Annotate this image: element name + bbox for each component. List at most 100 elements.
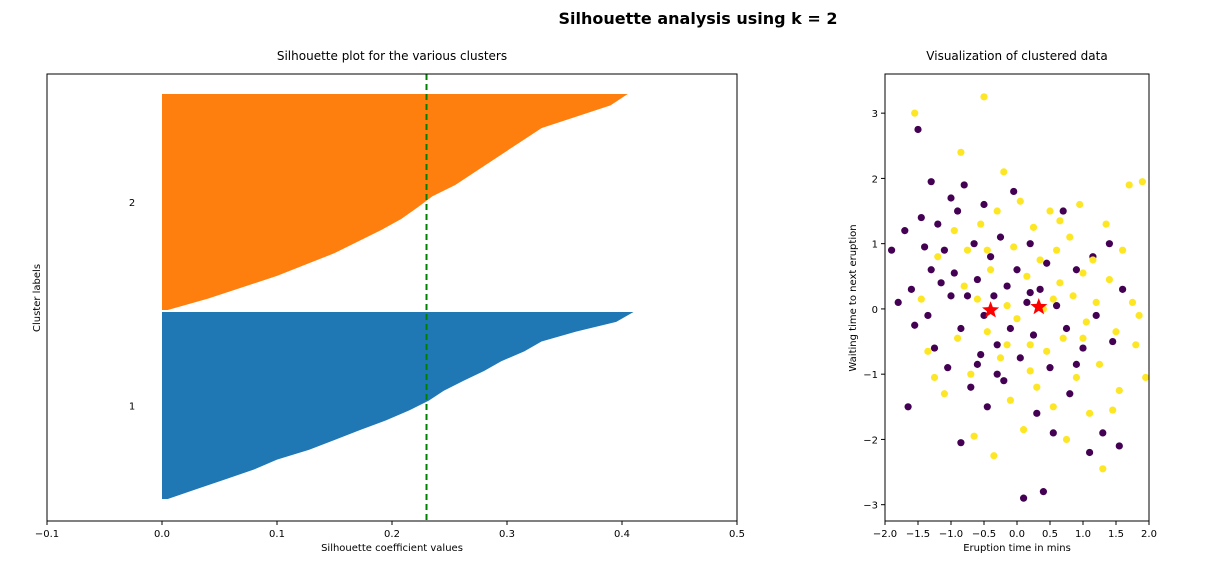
scatter-point-cluster-1 — [987, 253, 995, 261]
scatter-point-cluster-1 — [1059, 207, 1067, 215]
x-tick-label: 0.0 — [1009, 529, 1025, 540]
scatter-points — [888, 93, 1150, 502]
scatter-point-cluster-2 — [1036, 256, 1044, 264]
silhouette-band-cluster-2 — [162, 94, 628, 310]
silhouette-cluster-labels: 12 — [129, 198, 135, 413]
scatter-point-cluster-1 — [957, 439, 965, 447]
scatter-point-cluster-2 — [1016, 197, 1024, 205]
scatter-point-cluster-1 — [1043, 259, 1051, 267]
scatter-point-cluster-2 — [1056, 217, 1064, 225]
scatter-point-cluster-2 — [1138, 178, 1146, 186]
scatter-point-cluster-2 — [993, 207, 1001, 215]
scatter-point-cluster-1 — [996, 233, 1005, 241]
scatter-point-cluster-1 — [980, 200, 988, 209]
scatter-point-cluster-1 — [1072, 266, 1080, 274]
figure-suptitle: Silhouette analysis using k = 2 — [559, 9, 838, 28]
scatter-plot-frame — [884, 73, 1150, 522]
scatter-point-cluster-1 — [960, 181, 968, 189]
scatter-point-cluster-1 — [990, 292, 998, 300]
scatter-point-cluster-1 — [973, 275, 982, 284]
y-tick-label: −2 — [863, 435, 878, 446]
scatter-point-cluster-1 — [1026, 240, 1034, 248]
scatter-point-cluster-1 — [924, 311, 932, 320]
scatter-point-cluster-2 — [960, 282, 968, 290]
scatter-point-cluster-2 — [1003, 302, 1011, 310]
scatter-point-cluster-2 — [1069, 292, 1077, 300]
scatter-point-cluster-1 — [1079, 344, 1087, 352]
scatter-point-cluster-1 — [927, 178, 935, 186]
scatter-point-cluster-2 — [1023, 272, 1031, 280]
scatter-point-cluster-2 — [1082, 318, 1090, 326]
scatter-point-cluster-2 — [1125, 181, 1133, 189]
scatter-point-cluster-2 — [1095, 360, 1104, 368]
scatter-point-cluster-2 — [1076, 200, 1084, 209]
x-tick-label: 0.1 — [269, 529, 285, 540]
scatter-point-cluster-1 — [1029, 331, 1038, 339]
silhouette-plot: Silhouette plot for the various clusters… — [32, 49, 745, 554]
scatter-point-cluster-2 — [911, 109, 919, 117]
scatter-point-cluster-2 — [1079, 269, 1087, 277]
x-tick-label: 2.0 — [1141, 529, 1157, 540]
scatter-point-cluster-1 — [1099, 429, 1107, 437]
scatter-point-cluster-2 — [1020, 426, 1028, 434]
silhouette-band-cluster-1 — [162, 312, 634, 499]
scatter-point-cluster-2 — [1132, 341, 1140, 349]
scatter-point-cluster-2 — [1053, 246, 1061, 254]
scatter-point-cluster-2 — [1119, 246, 1127, 254]
scatter-point-cluster-1 — [1062, 324, 1071, 333]
scatter-point-cluster-2 — [967, 370, 975, 378]
scatter-point-cluster-1 — [973, 360, 982, 368]
scatter-point-cluster-2 — [1062, 435, 1071, 444]
scatter-point-cluster-2 — [954, 334, 962, 342]
x-tick-label: 0.0 — [154, 529, 170, 540]
scatter-point-cluster-2 — [1066, 233, 1074, 241]
scatter-point-cluster-1 — [1036, 285, 1044, 293]
scatter-point-cluster-2 — [1092, 298, 1100, 306]
x-tick-label: 0.5 — [1042, 529, 1058, 540]
scatter-point-cluster-1 — [921, 243, 929, 251]
scatter-point-cluster-2 — [987, 266, 995, 274]
scatter-point-cluster-2 — [1006, 396, 1015, 404]
y-tick-label: 3 — [872, 109, 878, 120]
scatter-point-cluster-1 — [957, 324, 965, 333]
scatter-point-cluster-1 — [894, 298, 902, 306]
scatter-point-cluster-1 — [1119, 285, 1127, 293]
scatter-point-cluster-1 — [1016, 354, 1024, 362]
scatter-point-cluster-1 — [993, 341, 1001, 349]
scatter-point-cluster-2 — [1010, 243, 1018, 251]
scatter-point-cluster-1 — [1000, 377, 1008, 385]
cluster-label-1: 1 — [129, 402, 135, 413]
scatter-point-cluster-1 — [934, 220, 942, 228]
scatter-x-axis-label: Eruption time in mins — [963, 543, 1071, 554]
x-tick-label: 0.3 — [499, 529, 515, 540]
scatter-point-cluster-1 — [1020, 494, 1028, 502]
scatter-point-cluster-1 — [980, 311, 988, 320]
scatter-point-cluster-2 — [1072, 373, 1080, 382]
silhouette-y-axis-label: Cluster labels — [32, 264, 43, 332]
scatter-point-cluster-1 — [1006, 324, 1015, 333]
silhouette-bars — [162, 94, 634, 499]
scatter-point-cluster-1 — [1033, 409, 1041, 417]
x-tick-label: 0.4 — [614, 529, 630, 540]
silhouette-x-ticks: −0.1 0.0 0.1 0.2 0.3 0.4 0.5 — [35, 521, 745, 540]
x-tick-label: 1.0 — [1075, 529, 1091, 540]
scatter-point-cluster-1 — [911, 321, 919, 329]
centroid-star — [982, 301, 1000, 318]
x-tick-label: −2.0 — [873, 529, 897, 540]
scatter-point-cluster-1 — [1026, 289, 1034, 297]
scatter-point-cluster-2 — [1115, 386, 1123, 395]
scatter-point-cluster-2 — [1026, 367, 1034, 375]
x-tick-label: −1.0 — [939, 529, 963, 540]
scatter-point-cluster-2 — [1003, 341, 1011, 349]
scatter-point-cluster-1 — [937, 279, 945, 287]
scatter-point-cluster-1 — [1003, 282, 1011, 290]
scatter-point-cluster-1 — [1072, 360, 1080, 368]
y-tick-label: −1 — [863, 370, 878, 381]
cluster-centroids — [982, 297, 1048, 318]
y-tick-label: 0 — [872, 305, 878, 316]
scatter-point-cluster-2 — [983, 246, 991, 254]
scatter-point-cluster-1 — [970, 240, 978, 248]
scatter-point-cluster-2 — [980, 93, 988, 101]
scatter-point-cluster-2 — [957, 148, 965, 156]
